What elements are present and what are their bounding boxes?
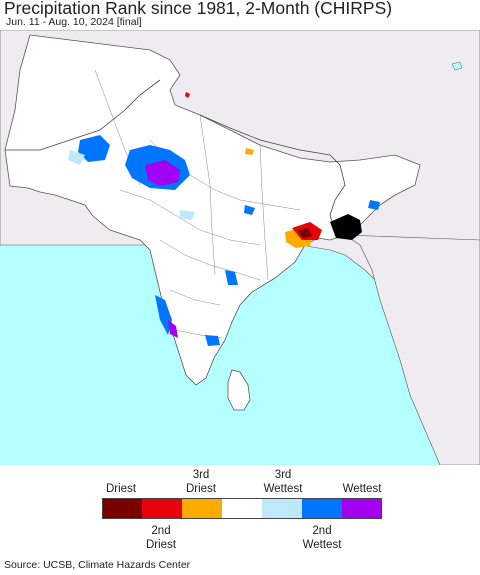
country-borders	[5, 79, 346, 231]
source-credit: Source: UCSB, Climate Hazards Center	[4, 559, 191, 571]
legend-label-3rd-wettest: 3rd Wettest	[263, 469, 303, 495]
no-data-area	[330, 214, 362, 240]
lake-icon	[451, 61, 463, 71]
map-subtitle: Jun. 11 - Aug. 10, 2024 [final]	[6, 16, 142, 28]
sri-lanka	[227, 369, 251, 411]
legend-label-wettest: Wettest	[342, 483, 382, 495]
legend-swatch-normal	[222, 498, 262, 519]
legend-label-2nd-driest: 2nd Driest	[145, 525, 177, 551]
legend-swatch-2nd-wettest	[302, 498, 342, 519]
east-coast	[343, 234, 480, 465]
legend-label-driest: Driest	[105, 483, 137, 495]
legend-swatch-3rd-wettest	[262, 498, 302, 519]
legend-label-2nd-wettest: 2nd Wettest	[302, 525, 342, 551]
map-title: Precipitation Rank since 1981, 2-Month (…	[4, 0, 393, 18]
legend-swatch-wettest	[342, 498, 382, 519]
legend-swatch-driest	[102, 498, 142, 519]
legend-swatch-3rd-driest	[182, 498, 222, 519]
wettest-areas	[68, 135, 380, 346]
legend-label-3rd-driest: 3rd Driest	[185, 469, 217, 495]
driest-areas	[185, 92, 322, 248]
legend-swatch-2nd-driest	[142, 498, 182, 519]
precipitation-rank-map	[0, 30, 480, 465]
